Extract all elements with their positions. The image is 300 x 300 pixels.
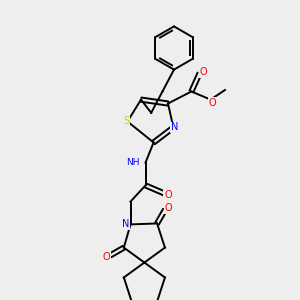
Text: O: O [165,203,172,214]
Text: O: O [102,252,110,262]
Text: N: N [122,219,130,230]
Text: O: O [164,190,172,200]
Text: O: O [208,98,216,108]
Text: NH: NH [127,158,140,167]
Text: N: N [171,122,178,133]
Text: S: S [123,116,129,126]
Text: O: O [199,67,207,77]
